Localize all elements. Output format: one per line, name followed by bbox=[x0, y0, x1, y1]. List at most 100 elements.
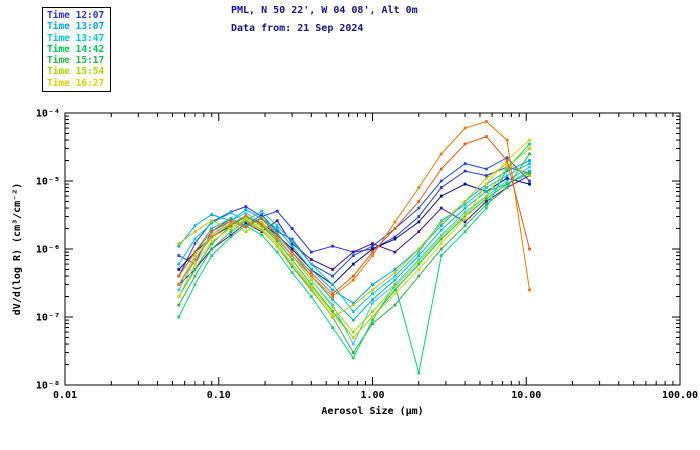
series-marker bbox=[484, 197, 488, 201]
series-marker bbox=[331, 303, 334, 307]
series-marker bbox=[193, 258, 197, 261]
series-marker bbox=[331, 305, 334, 309]
series-marker bbox=[528, 171, 531, 175]
series-marker bbox=[393, 292, 397, 296]
series-marker bbox=[193, 242, 197, 246]
x-axis-label: Aerosol Size (μm) bbox=[321, 405, 423, 417]
y-tick-label: 10⁻⁴ bbox=[36, 109, 60, 120]
series-marker bbox=[351, 262, 355, 266]
series-marker bbox=[484, 182, 488, 186]
series-marker bbox=[177, 262, 181, 266]
series-marker bbox=[210, 242, 214, 246]
series-marker bbox=[371, 250, 374, 254]
x-tick-label: 0.01 bbox=[53, 390, 77, 401]
series-marker bbox=[193, 224, 197, 228]
series-marker bbox=[275, 231, 279, 235]
series-marker bbox=[210, 254, 214, 257]
series-marker bbox=[210, 239, 214, 243]
series-marker bbox=[260, 230, 264, 234]
series-marker bbox=[417, 200, 421, 203]
series-marker bbox=[177, 288, 181, 292]
series-marker bbox=[290, 254, 294, 257]
series-marker bbox=[393, 283, 397, 286]
series-marker bbox=[439, 206, 443, 210]
series-marker bbox=[393, 250, 397, 254]
x-tick-label: 1.00 bbox=[360, 390, 384, 401]
series-marker bbox=[439, 228, 443, 232]
series-marker bbox=[260, 223, 264, 226]
series-marker bbox=[371, 288, 374, 292]
series-marker bbox=[275, 250, 279, 254]
series-marker bbox=[393, 274, 397, 278]
series-marker bbox=[393, 235, 397, 239]
series-marker bbox=[177, 283, 181, 286]
series-marker bbox=[290, 239, 294, 243]
series-marker bbox=[528, 162, 531, 166]
series-marker bbox=[193, 254, 197, 257]
series-marker bbox=[193, 237, 197, 241]
series-marker bbox=[505, 182, 509, 186]
series-marker bbox=[484, 186, 488, 189]
series-line bbox=[178, 139, 530, 339]
series-marker bbox=[528, 138, 531, 142]
series-marker bbox=[463, 230, 467, 234]
series-marker bbox=[309, 268, 313, 271]
series-marker bbox=[193, 268, 197, 271]
series-marker bbox=[393, 303, 397, 307]
series-marker bbox=[505, 162, 509, 166]
series-marker bbox=[393, 285, 397, 288]
series-marker bbox=[393, 227, 397, 230]
series-marker bbox=[439, 242, 443, 246]
series-marker bbox=[371, 310, 374, 314]
series-marker bbox=[177, 268, 181, 271]
series-marker bbox=[331, 315, 334, 319]
series-marker bbox=[439, 152, 443, 156]
y-tick-label: 10⁻⁶ bbox=[36, 245, 60, 256]
series-marker bbox=[393, 278, 397, 282]
series-marker bbox=[505, 167, 509, 171]
x-tick-label: 0.10 bbox=[207, 390, 231, 401]
legend-entry: Time 13:47 bbox=[47, 32, 105, 44]
series-marker bbox=[210, 233, 214, 237]
series-marker bbox=[260, 217, 264, 220]
series-marker bbox=[417, 215, 421, 218]
series-marker bbox=[351, 278, 355, 282]
series-marker bbox=[351, 301, 355, 305]
series-marker bbox=[244, 205, 248, 209]
plot-frame bbox=[64, 112, 681, 386]
series-marker bbox=[290, 262, 294, 266]
series-marker bbox=[210, 247, 214, 251]
series-marker bbox=[463, 169, 467, 173]
series-marker bbox=[290, 258, 294, 261]
legend-box: Time 12:07 Time 13:07 Time 13:47 Time 14:42… bbox=[42, 7, 112, 93]
series-marker bbox=[331, 268, 334, 271]
series-marker bbox=[484, 206, 488, 210]
series-marker bbox=[331, 288, 334, 292]
series-marker bbox=[229, 211, 233, 215]
series-marker bbox=[439, 235, 443, 239]
series-marker bbox=[260, 227, 264, 230]
series-marker bbox=[275, 239, 279, 243]
series-marker bbox=[193, 230, 197, 234]
series-marker bbox=[371, 322, 374, 325]
series-marker bbox=[528, 179, 531, 183]
series-marker bbox=[463, 220, 467, 224]
series-marker bbox=[275, 219, 279, 223]
series-marker bbox=[439, 219, 443, 223]
series-marker bbox=[331, 274, 334, 278]
series-marker bbox=[351, 303, 355, 307]
series-marker bbox=[351, 330, 355, 334]
series-marker bbox=[417, 268, 421, 271]
series-marker bbox=[290, 247, 294, 251]
series-marker bbox=[463, 206, 467, 210]
series-marker bbox=[331, 244, 334, 248]
series-marker bbox=[528, 288, 531, 292]
series-marker bbox=[275, 233, 279, 237]
series-marker bbox=[484, 203, 488, 206]
series-marker bbox=[463, 213, 467, 217]
series-marker bbox=[290, 242, 294, 246]
series-marker bbox=[505, 165, 509, 169]
series-marker bbox=[290, 250, 294, 254]
series-marker bbox=[309, 274, 313, 278]
series-marker bbox=[528, 147, 531, 150]
